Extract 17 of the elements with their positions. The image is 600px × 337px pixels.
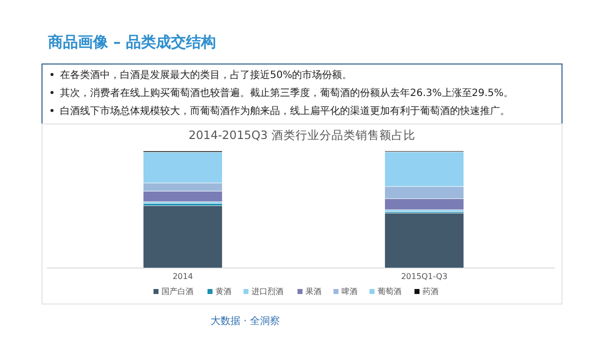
legend-label: 进口烈酒 (252, 287, 284, 296)
bar (143, 206, 222, 268)
chart-subtitle: 2014-2015Q3 酒类行业分品类销售额占比 (188, 128, 416, 142)
bar (384, 212, 464, 268)
legend-label: 果酒 (306, 287, 322, 296)
text: 在各类酒中，白酒是发展最大的类目，占了接近50%的市场份额。 (60, 69, 352, 81)
legend-label: 国产白酒 (162, 287, 194, 296)
x-tick-label: 2015Q1-Q3 (401, 272, 448, 281)
chart-title: 商品画像 – 品类成交结构 (47, 33, 216, 51)
text: 大数据 · 全洞察 (210, 315, 280, 327)
legend-label: 啤酒 (342, 287, 358, 296)
legend-label: 葡萄酒 (378, 287, 402, 296)
legend-label: 黄酒 (216, 287, 232, 296)
x-tick-label: 2014 (172, 272, 193, 281)
text: 其次，消费者在线上购买葡萄酒也较普遍。截止第三季度，葡萄酒的份额从去年26.3%上涨至29.5%。 (60, 87, 514, 99)
legend-label: 药酒 (422, 287, 438, 296)
text: 白酒线下市场总体规模较大，而葡萄酒作为舶来品，线上扁平化的渠道更加有利于葡萄酒的快速推广。 (60, 105, 510, 117)
